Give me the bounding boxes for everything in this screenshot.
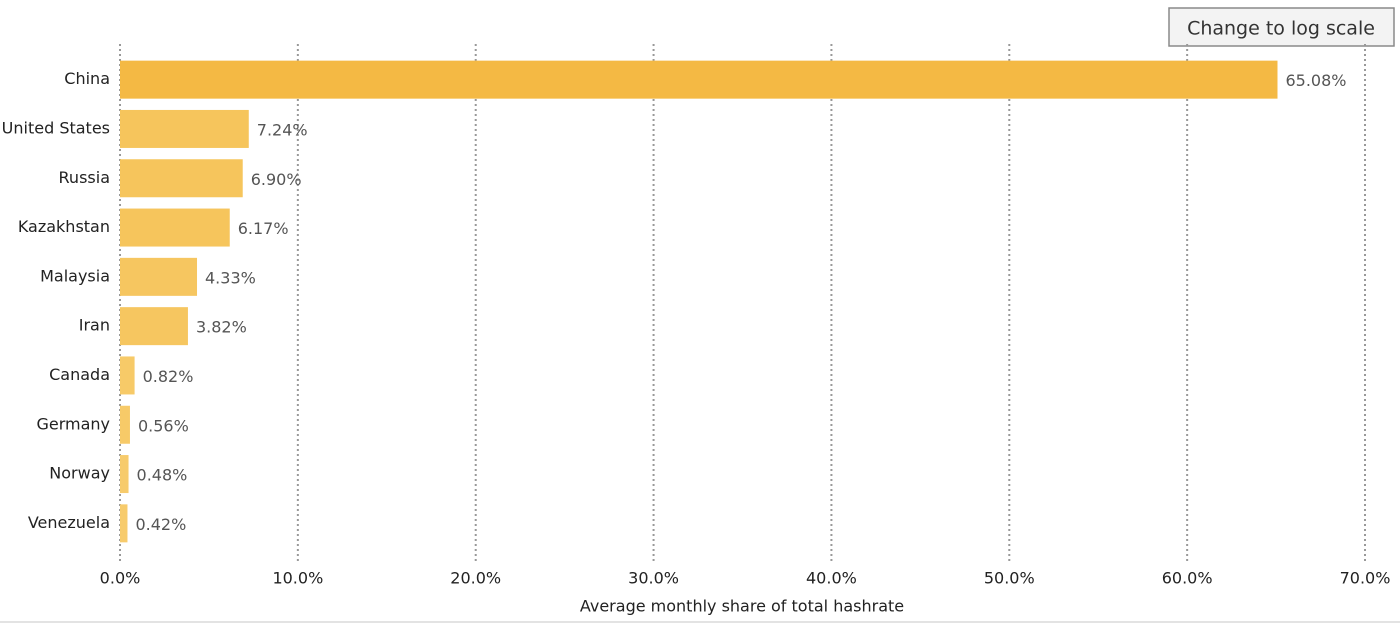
x-tick-label: 40.0% — [806, 569, 857, 588]
value-label: 6.90% — [251, 170, 302, 189]
value-label: 7.24% — [257, 120, 308, 139]
y-tick-label: China — [64, 69, 110, 88]
x-tick-label: 10.0% — [272, 569, 323, 588]
x-tick-label: 30.0% — [628, 569, 679, 588]
bar — [120, 60, 1278, 99]
bar — [120, 208, 230, 247]
value-label: 3.82% — [196, 318, 247, 337]
value-label: 6.17% — [238, 219, 289, 238]
y-tick-label: Russia — [59, 168, 110, 187]
y-tick-label: Venezuela — [28, 513, 110, 532]
y-tick-label: Iran — [79, 316, 110, 335]
value-label: 0.48% — [137, 466, 188, 485]
y-tick-label: Kazakhstan — [18, 217, 110, 236]
log-scale-button[interactable]: Change to log scale — [1168, 7, 1395, 47]
y-tick-label: United States — [2, 118, 110, 137]
button-box[interactable] — [1168, 7, 1395, 47]
value-label: 0.56% — [138, 416, 189, 435]
bar — [120, 257, 198, 296]
x-tick-label: 20.0% — [450, 569, 501, 588]
button-label[interactable]: Change to log scale — [1187, 18, 1375, 40]
y-tick-label: Malaysia — [40, 266, 110, 285]
x-tick-label: 60.0% — [1162, 569, 1213, 588]
value-label: 65.08% — [1285, 71, 1346, 90]
x-tick-label: 0.0% — [100, 569, 141, 588]
bar — [120, 504, 128, 543]
bar — [120, 356, 135, 395]
value-label: 0.82% — [143, 367, 194, 386]
x-tick-label: 70.0% — [1340, 569, 1391, 588]
value-label: 0.42% — [135, 515, 186, 534]
bar — [120, 307, 188, 346]
y-tick-label: Norway — [49, 464, 110, 483]
bar — [120, 405, 130, 444]
value-label: 4.33% — [205, 268, 256, 287]
y-tick-label: Germany — [36, 414, 110, 433]
x-axis-label: Average monthly share of total hashrate — [580, 597, 904, 616]
y-tick-label: Canada — [49, 365, 110, 384]
bar — [120, 159, 243, 198]
bar — [120, 109, 249, 148]
bar — [120, 455, 129, 494]
x-tick-label: 50.0% — [984, 569, 1035, 588]
